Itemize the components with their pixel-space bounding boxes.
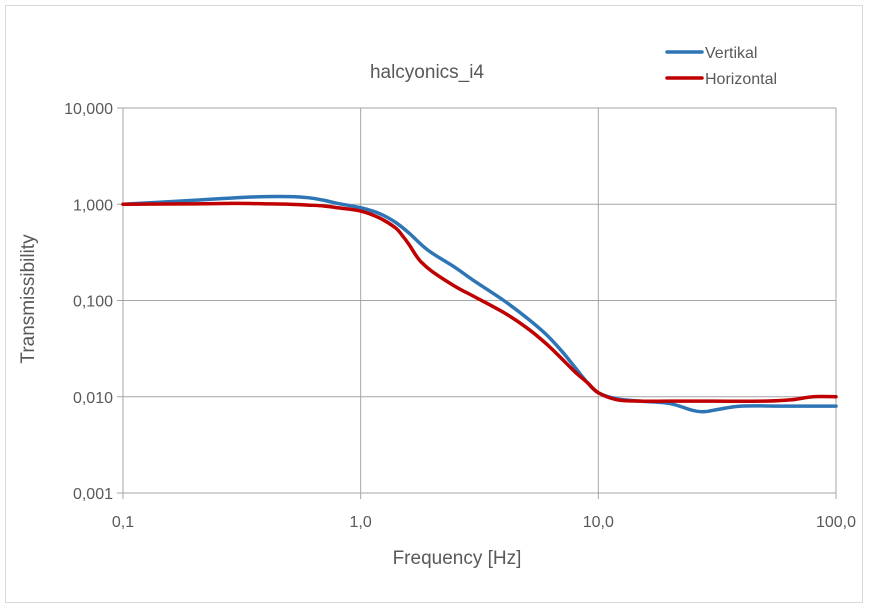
x-tick-label: 0,1 — [112, 514, 134, 531]
y-axis-title: Transmissibility — [18, 234, 39, 364]
legend-label-horizontal: Horizontal — [705, 71, 777, 88]
legend: Vertikal Horizontal — [665, 45, 777, 88]
x-tick-label: 10,0 — [583, 514, 614, 531]
x-tick-label: 1,0 — [350, 514, 372, 531]
grid-layer — [117, 107, 837, 499]
y-tick-label: 1,000 — [73, 197, 113, 214]
chart-title: halcyonics_i4 — [370, 62, 484, 83]
series-line-horizontal — [121, 201, 838, 404]
series-layer — [121, 194, 838, 414]
tick-label-layer: 0,001 0,010 0,100 1,000 10,000 0,1 1,0 10,0 100,… — [64, 101, 856, 531]
series-line-vertikal — [121, 194, 838, 414]
x-tick-label: 100,0 — [816, 514, 856, 531]
y-tick-label: 10,000 — [64, 101, 113, 118]
chart-frame — [5, 5, 863, 603]
x-axis-title: Frequency [Hz] — [393, 548, 522, 569]
y-tick-label: 0,010 — [73, 390, 113, 407]
y-tick-label: 0,001 — [73, 486, 113, 503]
y-tick-label: 0,100 — [73, 294, 113, 311]
legend-label-vertikal: Vertikal — [705, 45, 757, 62]
